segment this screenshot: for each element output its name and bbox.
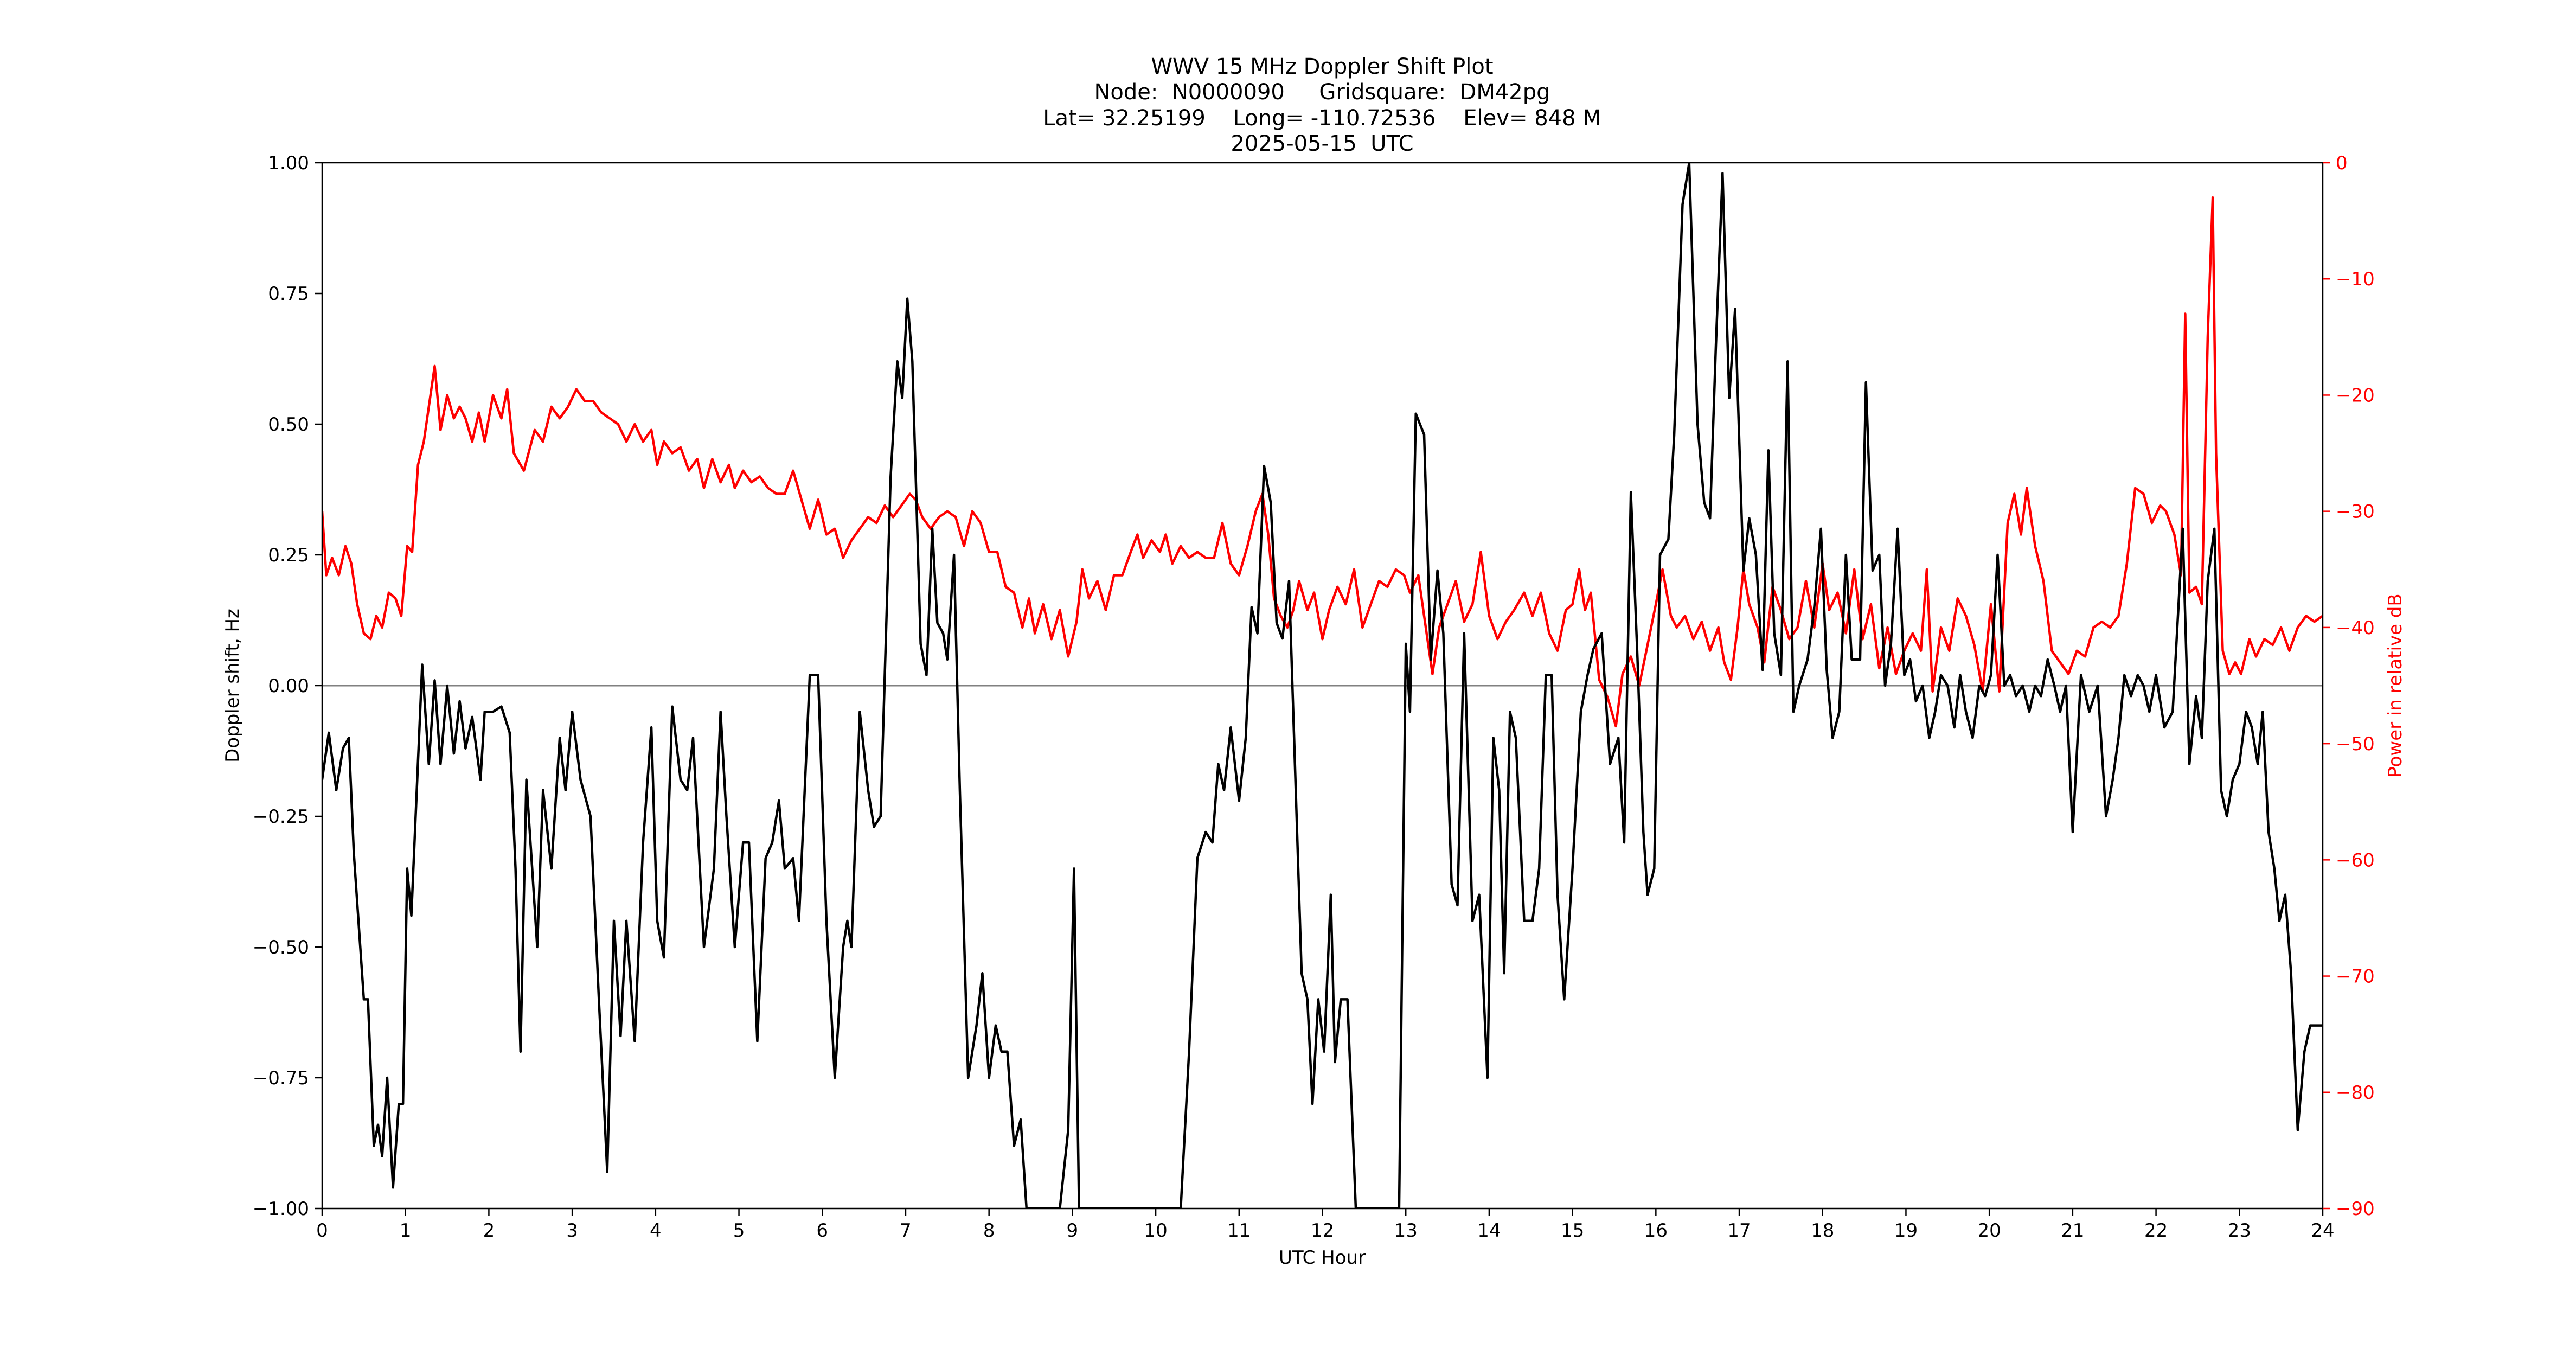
x-tick-label: 12 <box>1311 1220 1334 1242</box>
x-tick-label: 5 <box>733 1220 745 1242</box>
x-tick-label: 15 <box>1561 1220 1584 1242</box>
y-tick-label: −0.50 <box>253 937 309 958</box>
y-right-tick-label: −30 <box>2336 501 2375 523</box>
x-tick-label: 1 <box>400 1220 412 1242</box>
y-axis-label: Doppler shift, Hz <box>222 609 243 763</box>
y-tick-label: −0.25 <box>253 806 309 828</box>
x-tick-label: 24 <box>2311 1220 2334 1242</box>
x-tick-label: 11 <box>1227 1220 1251 1242</box>
y-right-tick-label: −40 <box>2336 617 2375 639</box>
y-right-tick-label: −60 <box>2336 849 2375 871</box>
title-line-3: Lat= 32.25199 Long= -110.72536 Elev= 848… <box>1043 106 1601 131</box>
y-tick-label: 1.00 <box>268 152 309 174</box>
x-tick-label: 8 <box>983 1220 995 1242</box>
x-tick-label: 19 <box>1894 1220 1918 1242</box>
title-line-1: WWV 15 MHz Doppler Shift Plot <box>1151 54 1493 79</box>
chart-title: WWV 15 MHz Doppler Shift Plot Node: N000… <box>1043 54 1601 156</box>
y-axis-right-label: Power in relative dB <box>2385 593 2406 777</box>
x-tick-label: 16 <box>1644 1220 1668 1242</box>
title-line-2: Node: N0000090 Gridsquare: DM42pg <box>1094 80 1550 105</box>
y-tick-label: −0.75 <box>253 1067 309 1089</box>
y-right-tick-label: −90 <box>2336 1198 2375 1220</box>
doppler-series-line <box>322 163 2323 1208</box>
x-tick-label: 7 <box>900 1220 912 1242</box>
x-tick-label: 17 <box>1727 1220 1751 1242</box>
x-tick-label: 18 <box>1811 1220 1834 1242</box>
x-tick-label: 6 <box>816 1220 828 1242</box>
y-axis-right: 0 −10 −20 −30 −40 −50 −60 −70 −80 −90 <box>2323 152 2375 1220</box>
x-tick-label: 2 <box>483 1220 495 1242</box>
x-tick-label: 21 <box>2061 1220 2084 1242</box>
power-series-line <box>322 196 2323 728</box>
y-right-tick-label: −20 <box>2336 385 2375 406</box>
y-tick-label: 0.50 <box>268 414 309 436</box>
y-axis-left: −1.00 −0.75 −0.50 −0.25 0.00 0.25 0.50 0.75 1.00 <box>253 152 322 1220</box>
x-axis: 0 1 2 3 4 5 6 7 8 9 10 11 12 13 14 15 16 17 18 19 20 21 22 23 24 <box>316 1208 2335 1242</box>
x-tick-label: 4 <box>650 1220 662 1242</box>
x-tick-label: 9 <box>1067 1220 1079 1242</box>
x-tick-label: 3 <box>566 1220 578 1242</box>
x-tick-label: 13 <box>1394 1220 1418 1242</box>
y-right-tick-label: −10 <box>2336 268 2375 290</box>
x-tick-label: 23 <box>2228 1220 2251 1242</box>
y-tick-label: 0.75 <box>268 283 309 305</box>
y-tick-label: 0.25 <box>268 545 309 566</box>
y-tick-label: −1.00 <box>253 1198 309 1220</box>
y-right-tick-label: −50 <box>2336 733 2375 755</box>
x-tick-label: 14 <box>1477 1220 1501 1242</box>
x-tick-label: 20 <box>1978 1220 2001 1242</box>
y-tick-label: 0.00 <box>268 675 309 697</box>
x-axis-label: UTC Hour <box>1279 1247 1366 1269</box>
x-tick-label: 22 <box>2144 1220 2168 1242</box>
x-tick-label: 0 <box>316 1220 328 1242</box>
x-tick-label: 10 <box>1144 1220 1167 1242</box>
title-line-4: 2025-05-15 UTC <box>1231 131 1413 156</box>
y-right-tick-label: 0 <box>2336 152 2348 174</box>
y-right-tick-label: −70 <box>2336 966 2375 988</box>
y-right-tick-label: −80 <box>2336 1082 2375 1104</box>
